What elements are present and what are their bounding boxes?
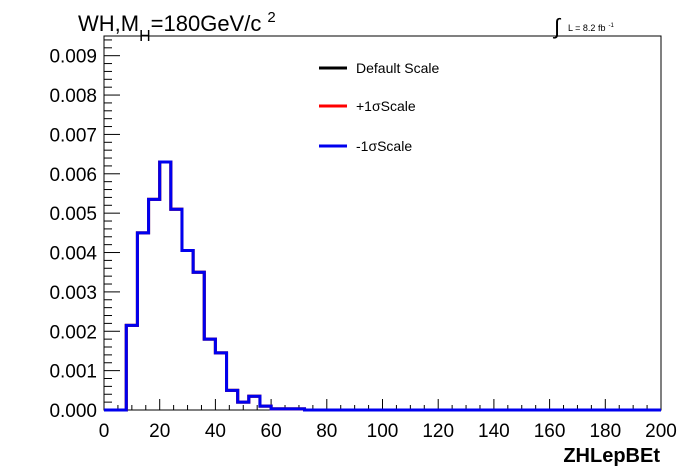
- plot-frame: [103, 35, 662, 411]
- chart-title-superscript: 2: [267, 9, 275, 26]
- legend: Default Scale +1σScale -1σScale: [319, 60, 439, 154]
- y-tick-label: 0.008: [49, 86, 97, 107]
- luminosity-label: ∫ L = 8.2 fb -1: [552, 14, 614, 39]
- y-tick-label: 0.003: [49, 283, 97, 304]
- y-axis: 0.000 0.001 0.002 0.003 0.004 0.005 0.006 0.007…: [49, 39, 120, 422]
- x-tick-label: 200: [645, 421, 677, 442]
- svg-text:L = 8.2 fb-1: L = 8.2 fb -1: [568, 23, 614, 33]
- y-tick-label: 0.000: [49, 401, 97, 422]
- y-tick-label: 0.005: [49, 204, 97, 225]
- legend-label: Default Scale: [356, 60, 439, 76]
- series-line-0: [104, 160, 661, 412]
- x-axis: 0 20 40 60 80 100 120 140 160 180 200: [99, 399, 677, 442]
- luminosity-text: L = 8.2 fb: [568, 23, 605, 33]
- x-tick-label: 180: [589, 421, 621, 442]
- x-axis-label: ZHLepBEt: [563, 445, 660, 467]
- legend-label: +1σScale: [356, 98, 416, 114]
- x-tick-label: 60: [261, 421, 282, 442]
- series-line-2: [104, 160, 661, 412]
- y-tick-label: 0.004: [49, 244, 97, 265]
- x-tick-label: 140: [478, 421, 510, 442]
- y-tick-label: 0.002: [49, 322, 97, 343]
- chart-title-main: WH,M: [78, 11, 139, 36]
- x-tick-label: 20: [149, 421, 170, 442]
- chart-title-rest: =180GeV/c: [151, 11, 262, 36]
- x-tick-label: 40: [205, 421, 226, 442]
- luminosity-superscript: -1: [608, 23, 614, 29]
- x-tick-label: 80: [316, 421, 337, 442]
- series-line-1: [104, 160, 661, 412]
- x-tick-label: 160: [534, 421, 566, 442]
- y-tick-label: 0.001: [49, 362, 97, 383]
- x-tick-label: 100: [367, 421, 399, 442]
- x-tick-label: 0: [99, 421, 110, 442]
- y-tick-label: 0.006: [49, 165, 97, 186]
- luminosity-integral-sign: ∫: [552, 14, 562, 39]
- y-tick-label: 0.009: [49, 47, 97, 68]
- x-tick-label: 120: [422, 421, 454, 442]
- y-tick-label: 0.007: [49, 125, 97, 146]
- legend-label: -1σScale: [356, 138, 412, 154]
- series-layer: [104, 160, 661, 412]
